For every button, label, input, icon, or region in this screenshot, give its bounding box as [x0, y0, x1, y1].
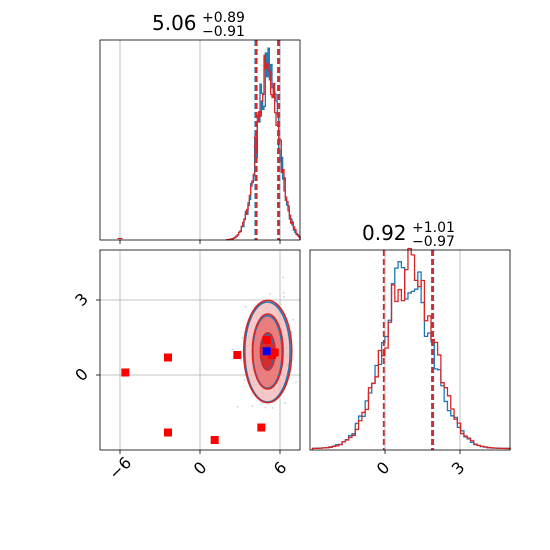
marker-red [121, 368, 130, 377]
x-ticks [119, 240, 281, 244]
x-ticks: −6 0 6 [105, 450, 290, 483]
contour-line-red [242, 299, 293, 404]
marker-red [164, 353, 172, 362]
histogram-red [226, 54, 301, 241]
marker-red [257, 423, 266, 432]
scatter-panel: −6 0 6 03 [71, 249, 301, 483]
marker-red [262, 336, 271, 344]
sample-point [295, 381, 297, 384]
axes-frame [309, 249, 511, 451]
marker-points [121, 336, 279, 444]
panel-title-lower: −0.97 [412, 234, 455, 250]
sample-point [279, 303, 282, 306]
sample-point [269, 293, 271, 295]
marker-red [233, 351, 242, 359]
sample-point [236, 405, 239, 408]
histogram-blue [311, 261, 511, 450]
marker-blue [262, 347, 271, 356]
marker-red [210, 436, 219, 444]
sample-point [241, 336, 244, 339]
y-tick-label: 0 [71, 364, 92, 385]
y-ticks: 03 [71, 289, 100, 385]
histogram-panel-x: 5.06 +0.89 −0.91 [99, 10, 301, 244]
contour-line-red [251, 313, 284, 390]
quantile-lines [382, 250, 435, 450]
sample-point [292, 318, 295, 321]
sample-point [253, 299, 256, 302]
sample-point [282, 276, 285, 279]
sample-point [239, 359, 242, 361]
sample-point [264, 406, 267, 409]
quantile-lines [254, 40, 281, 240]
sample-point [251, 405, 254, 408]
panel-title-value: 5.06 [152, 11, 197, 35]
x-tick-label: −6 [105, 453, 135, 483]
x-tick-label: 0 [190, 458, 211, 479]
histogram-red [311, 247, 511, 450]
panel-title-lower: −0.91 [202, 24, 245, 40]
sample-point [282, 295, 285, 298]
marker-red [270, 348, 279, 357]
panel-title-upper: +1.01 [412, 220, 455, 236]
x-tick-label: 0 [373, 458, 394, 479]
sample-point [244, 306, 247, 309]
sample-point [243, 378, 246, 381]
sample-point [284, 402, 286, 405]
panel-title-value: 0.92 [362, 221, 407, 245]
panel-title-upper: +0.89 [202, 10, 245, 26]
sample-point [282, 291, 285, 294]
y-tick-label: 3 [71, 289, 92, 310]
histogram-series [117, 47, 301, 241]
sample-point [260, 402, 263, 405]
x-tick-label: 3 [448, 458, 469, 479]
sample-point [271, 407, 274, 409]
marker-red [164, 428, 172, 437]
histogram-series [311, 247, 511, 450]
sample-point [232, 348, 234, 350]
sample-point [290, 332, 293, 334]
x-tick-label: 6 [270, 458, 291, 479]
